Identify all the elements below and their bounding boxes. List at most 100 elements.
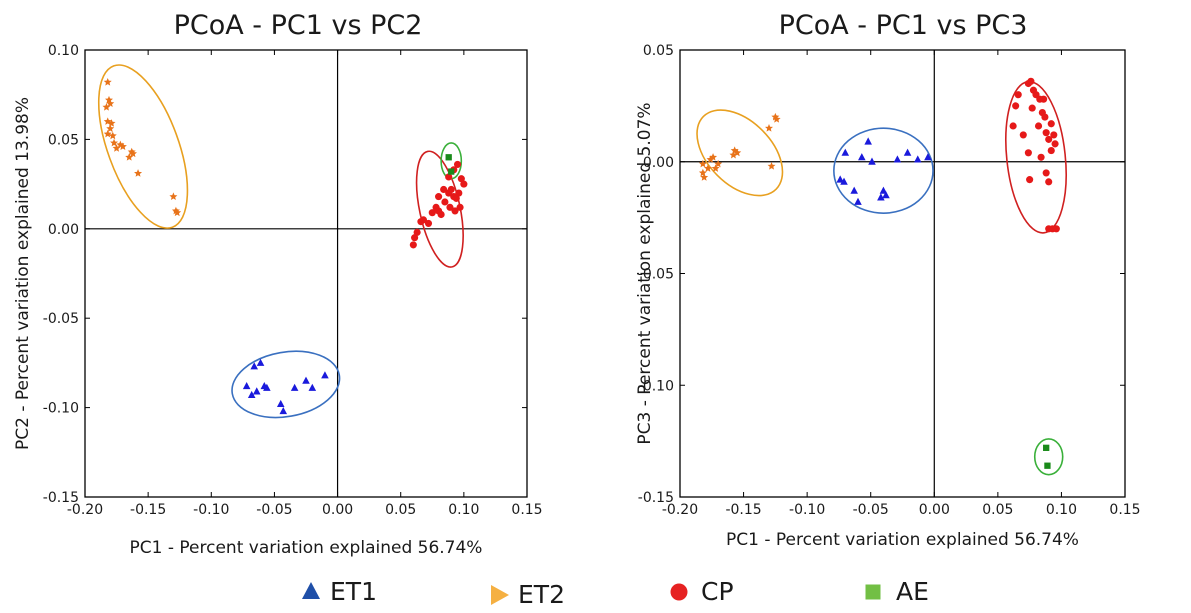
x-tick-label: -0.05: [256, 502, 292, 518]
data-point: [441, 198, 449, 206]
data-point: [841, 148, 850, 156]
data-point: [440, 185, 448, 194]
data-point: [1041, 113, 1049, 121]
chart-title: PCoA - PC1 vs PC2: [174, 10, 423, 41]
data-point: [877, 193, 885, 201]
x-axis-label: PC1 - Percent variation explained 56.74%: [130, 538, 483, 558]
data-point: [1051, 140, 1059, 148]
data-point: [1052, 225, 1060, 233]
data-point: [698, 168, 707, 177]
data-point: [435, 193, 443, 201]
data-point: [868, 157, 876, 165]
series-cp: [409, 160, 468, 249]
legend: ET1 ET2 CP AE: [302, 577, 929, 609]
x-axis-label: PC1 - Percent variation explained 56.74%: [726, 530, 1079, 550]
data-point: [263, 383, 271, 391]
plot-frame: [84, 49, 528, 498]
data-point: [903, 148, 912, 156]
data-point: [772, 115, 781, 123]
x-tick-label: 0.05: [385, 502, 416, 518]
data-point: [134, 169, 143, 177]
y-tick-label: -0.15: [638, 490, 674, 506]
x-tick-label: -0.15: [725, 502, 761, 518]
data-point: [103, 77, 112, 86]
x-tick-label: 0.15: [511, 502, 542, 518]
data-point: [714, 159, 723, 168]
series-et1: [242, 358, 329, 415]
data-point: [290, 383, 299, 391]
y-tick-label: 0.00: [48, 222, 79, 238]
data-point: [1044, 462, 1051, 469]
data-point: [456, 203, 464, 211]
y-tick-label: -0.05: [43, 311, 79, 327]
data-point: [276, 399, 285, 407]
data-point: [840, 177, 848, 185]
data-point: [437, 210, 445, 219]
data-point: [460, 180, 468, 188]
data-point: [112, 144, 121, 152]
data-point: [409, 241, 417, 249]
x-tick-label: 0.00: [919, 502, 950, 518]
legend-label: ET2: [518, 580, 565, 609]
x-tick-label: -0.10: [789, 502, 825, 518]
data-point: [854, 197, 862, 205]
x-tick-label: 0.05: [982, 502, 1013, 518]
x-tick-label: -0.20: [662, 502, 698, 518]
data-point: [107, 119, 116, 127]
x-tick-label: 0.10: [1046, 502, 1077, 518]
legend-label: CP: [701, 577, 734, 606]
data-point: [106, 99, 115, 108]
data-point: [709, 153, 718, 161]
data-point: [1012, 102, 1020, 110]
x-tick-label: -0.15: [130, 502, 166, 518]
cluster-ellipse: [1005, 80, 1067, 234]
data-point: [247, 390, 256, 399]
data-point: [256, 358, 265, 366]
chart-title: PCoA - PC1 vs PC3: [779, 10, 1028, 41]
legend-marker: [302, 582, 320, 599]
data-point: [733, 148, 742, 157]
series-cp: [1009, 77, 1060, 233]
data-point: [321, 371, 329, 379]
cluster-ellipse: [833, 127, 934, 214]
x-tick-label: -0.20: [67, 502, 103, 518]
legend-item-et2: ET2: [491, 580, 565, 609]
y-tick-label: -0.10: [638, 378, 674, 394]
data-point: [279, 406, 288, 415]
data-point: [1042, 129, 1050, 137]
data-point: [1043, 444, 1050, 451]
data-point: [1009, 122, 1017, 130]
legend-label: AE: [896, 577, 929, 606]
data-point: [169, 192, 178, 201]
y-tick-label: -0.05: [638, 267, 674, 283]
data-point: [893, 155, 902, 163]
data-point: [445, 173, 453, 181]
data-point: [128, 149, 137, 158]
x-tick-label: -0.10: [193, 502, 229, 518]
data-point: [424, 219, 433, 228]
y-tick-label: 0.00: [643, 155, 674, 171]
data-point: [924, 153, 932, 161]
chart-pc1-vs-pc2: -0.20 -0.15 -0.10 -0.05 0.00 0.05 0.10 0.150.10…: [13, 10, 543, 558]
cluster-ellipse: [231, 350, 341, 419]
data-point: [103, 129, 112, 138]
data-point: [108, 131, 117, 140]
data-point: [302, 376, 310, 384]
data-point: [1024, 149, 1032, 157]
data-point: [703, 164, 712, 172]
series-et1: [836, 137, 932, 205]
data-point: [110, 138, 119, 147]
y-tick-label: -0.10: [43, 401, 79, 417]
data-point: [1019, 131, 1027, 139]
data-point: [446, 203, 454, 211]
data-point: [1050, 131, 1058, 139]
data-point: [252, 387, 261, 395]
y-tick-label: 0.10: [48, 43, 79, 59]
data-point: [864, 137, 872, 145]
x-tick-label: 0.15: [1109, 502, 1140, 518]
y-tick-label: 0.05: [48, 132, 79, 148]
data-point: [850, 186, 858, 194]
legend-marker: [670, 583, 688, 601]
data-point: [882, 191, 890, 199]
